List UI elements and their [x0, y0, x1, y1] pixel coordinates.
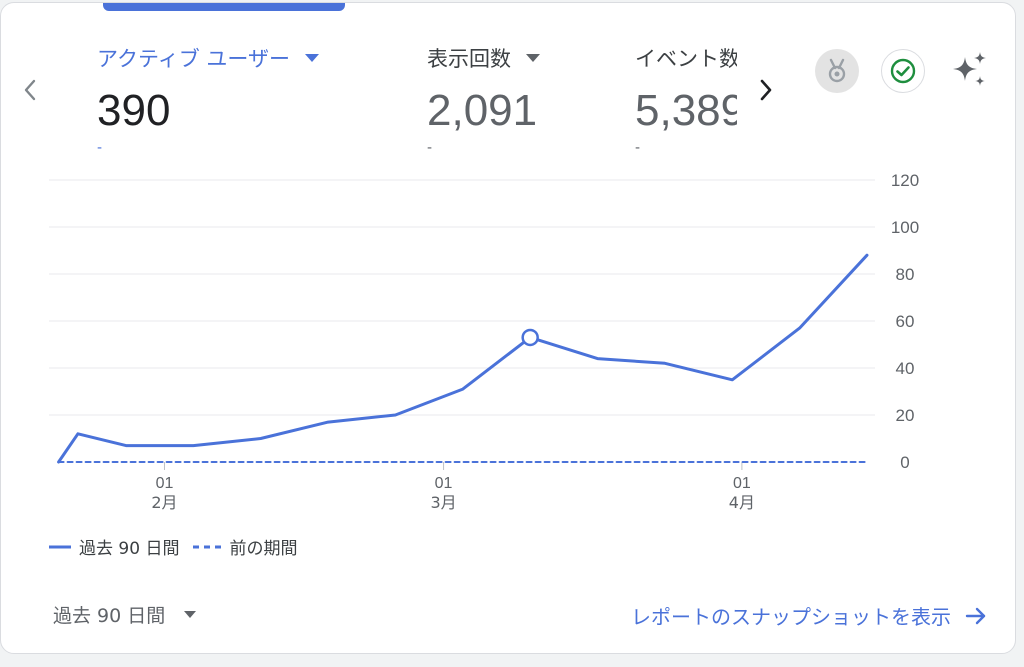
dropdown-arrow-icon: [526, 54, 540, 62]
metric-title: イベント数: [635, 41, 737, 75]
metric-title: 表示回数: [427, 41, 627, 75]
x-tick-day: 01: [156, 475, 174, 492]
arrow-right-icon: [965, 607, 986, 624]
y-tick-label: 60: [896, 312, 915, 331]
active-tab-indicator: [103, 3, 345, 11]
date-range-selector[interactable]: 過去 90 日間: [53, 601, 197, 628]
metric-delta: -: [635, 140, 641, 156]
y-tick-label: 120: [891, 171, 919, 190]
legend-item-current[interactable]: 過去 90 日間: [49, 534, 179, 559]
metric-active-users[interactable]: アクティブ ユーザー 390 -: [97, 41, 397, 161]
chart-legend: 過去 90 日間 前の期間: [49, 534, 297, 559]
chevron-left-icon: [24, 79, 36, 101]
metric-value: 390: [97, 86, 171, 135]
metric-title-label: アクティブ ユーザー: [97, 47, 290, 71]
y-tick-label: 0: [900, 453, 909, 472]
legend-dashed-line-swatch: [193, 545, 222, 548]
x-tick-month: 4月: [729, 493, 755, 512]
badge-button[interactable]: [815, 49, 859, 93]
x-tick-day: 01: [435, 475, 453, 492]
next-metric-button[interactable]: [751, 75, 781, 105]
y-tick-label: 80: [896, 265, 915, 284]
metric-value: 5,389: [635, 86, 737, 135]
legend-label-previous: 前の期間: [229, 539, 298, 559]
check-status-button[interactable]: [881, 49, 925, 93]
x-tick-month: 3月: [430, 493, 456, 512]
legend-item-previous[interactable]: 前の期間: [193, 534, 297, 559]
metric-title-label: イベント数: [635, 47, 737, 71]
metric-title-label: 表示回数: [427, 47, 511, 71]
metric-delta: -: [427, 140, 433, 156]
metric-value: 2,091: [427, 86, 538, 135]
metric-delta: -: [97, 140, 103, 156]
legend-label-current: 過去 90 日間: [79, 539, 180, 559]
series-line-current: [57, 253, 869, 464]
highlighted-data-point: [521, 328, 539, 347]
y-tick-label: 100: [891, 218, 919, 237]
insights-button[interactable]: [947, 49, 991, 93]
legend-solid-line-swatch: [49, 545, 71, 548]
medal-icon: [828, 58, 846, 83]
y-tick-label: 40: [896, 359, 915, 378]
dropdown-arrow-icon: [304, 54, 319, 62]
previous-metric-button[interactable]: [15, 75, 45, 105]
sparkle-icon: [953, 52, 986, 86]
metric-event-count[interactable]: イベント数 5,389 -: [635, 41, 737, 161]
metrics-carousel: アクティブ ユーザー 390 - 表示回数 2,091 - イベント数 5,38…: [97, 41, 737, 161]
metric-title: アクティブ ユーザー: [97, 41, 397, 75]
report-card: アクティブ ユーザー 390 - 表示回数 2,091 - イベント数 5,38…: [0, 2, 1016, 654]
metric-views[interactable]: 表示回数 2,091 -: [427, 41, 627, 161]
y-tick-label: 20: [896, 406, 915, 425]
date-range-label: 過去 90 日間: [53, 605, 166, 627]
y-axis-labels: 0 20 40 60 80 100 120: [891, 171, 919, 472]
x-tick-month: 2月: [151, 493, 177, 512]
view-snapshot-label: レポートのスナップショットを表示: [631, 605, 951, 629]
view-snapshot-link[interactable]: レポートのスナップショットを表示: [631, 601, 987, 630]
x-tick-day: 01: [733, 475, 751, 492]
check-circle-icon: [890, 58, 916, 84]
dropdown-arrow-icon: [184, 611, 197, 618]
chart-series: [57, 253, 869, 464]
chevron-right-icon: [760, 79, 772, 101]
chart-grid: [49, 179, 875, 470]
